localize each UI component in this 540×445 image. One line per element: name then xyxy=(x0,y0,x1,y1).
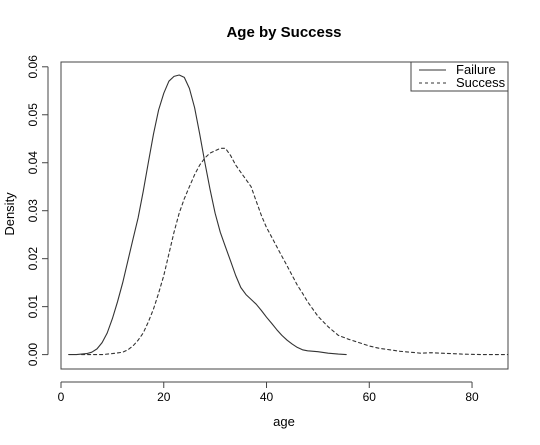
x-tick-label: 40 xyxy=(260,390,274,404)
x-tick-label: 0 xyxy=(58,390,65,404)
legend-box xyxy=(410,61,509,92)
y-tick-label: 0.03 xyxy=(26,199,40,223)
legend: Failure Success xyxy=(410,61,509,92)
y-tick-label: 0.04 xyxy=(26,151,40,175)
y-axis-label: Density xyxy=(2,192,17,236)
y-tick-label: 0.01 xyxy=(26,295,40,319)
chart-title: Age by Success xyxy=(226,24,341,41)
plot-frame xyxy=(60,61,509,370)
plot-area: 0 20 40 60 80 0.00 0.01 0.02 0.03 0.04 0.05 0.06 xyxy=(26,55,509,404)
series-line-failure xyxy=(68,74,347,356)
y-tick-label: 0.05 xyxy=(26,103,40,127)
x-tick-label: 60 xyxy=(363,390,377,404)
x-tick-label: 20 xyxy=(157,390,171,404)
y-tick-label: 0.06 xyxy=(26,55,40,79)
x-axis-label: age xyxy=(273,414,295,429)
legend-label-failure: Failure xyxy=(456,62,496,77)
legend-label-success: Success xyxy=(456,75,506,90)
y-tick-label: 0.02 xyxy=(26,247,40,271)
y-tick-label: 0.00 xyxy=(26,343,40,367)
series-line-success xyxy=(81,147,509,356)
x-tick-label: 80 xyxy=(465,390,479,404)
